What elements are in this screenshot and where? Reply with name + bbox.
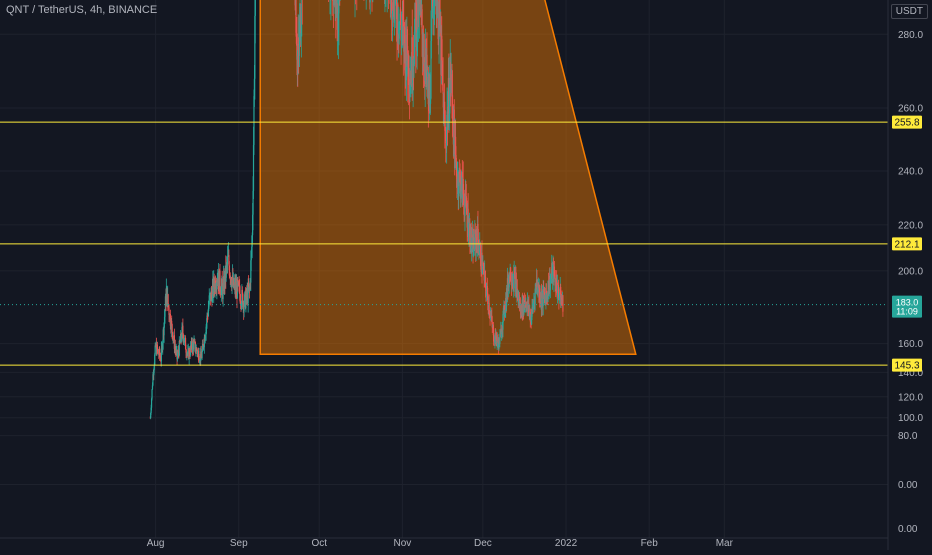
- x-tick-label: Sep: [230, 538, 248, 549]
- candle-body: [182, 326, 183, 335]
- x-tick-label: Feb: [641, 538, 659, 549]
- bar-countdown-label: 11:09: [896, 307, 918, 317]
- candle-body: [442, 84, 443, 93]
- candle-body: [172, 333, 173, 340]
- y-tick-label: 160.0: [898, 339, 923, 350]
- level-price-label: 255.8: [894, 118, 919, 129]
- x-tick-label: Oct: [311, 538, 327, 549]
- y-tick-label: 220.0: [898, 220, 923, 231]
- x-tick-label: Nov: [394, 538, 412, 549]
- candle-body: [154, 355, 155, 365]
- y-tick-label: 280.0: [898, 30, 923, 41]
- y-tick-label: 200.0: [898, 266, 923, 277]
- level-price-label: 212.1: [894, 239, 919, 250]
- candle-body: [562, 295, 563, 311]
- candle-body: [164, 311, 165, 317]
- y-tick-label: 260.0: [898, 104, 923, 115]
- candle-body: [255, 0, 256, 16]
- candle-body: [151, 389, 152, 398]
- candle-body: [499, 334, 500, 344]
- candle-body: [168, 294, 169, 304]
- candle-body: [172, 324, 173, 332]
- candle-body: [193, 342, 194, 350]
- level-price-label: 145.3: [894, 361, 919, 372]
- y-tick-label: 100.0: [898, 413, 923, 424]
- x-tick-label: Aug: [147, 538, 165, 549]
- y-tick-label: 0.00: [898, 480, 918, 491]
- x-axis[interactable]: Aug Sep Oct Nov Dec 2022 Feb Mar: [0, 538, 888, 549]
- x-tick-label: Mar: [716, 538, 734, 549]
- candle-body: [338, 0, 339, 13]
- y-tick-label: 240.0: [898, 167, 923, 178]
- triangle-layer[interactable]: [260, 0, 636, 354]
- y-tick-label: 80.0: [898, 431, 918, 442]
- currency-badge[interactable]: USDT: [891, 4, 928, 19]
- x-tick-label: 2022: [555, 538, 578, 549]
- y-tick-label: 0.00: [898, 524, 918, 535]
- candle-body: [333, 0, 334, 6]
- y-tick-label: 120.0: [898, 392, 923, 403]
- triangle-pattern[interactable]: [260, 0, 636, 354]
- candle-body: [219, 271, 220, 290]
- y-axis[interactable]: 0.0080.0100.0120.0140.0160.0200.0220.024…: [888, 0, 932, 550]
- candle-body: [487, 294, 488, 304]
- candle-body: [370, 0, 371, 2]
- candle-body: [202, 351, 203, 358]
- x-tick-label: Dec: [474, 538, 492, 549]
- candle-body: [227, 256, 228, 264]
- candle-body: [421, 9, 422, 34]
- candle-body: [454, 110, 455, 141]
- symbol-title: QNT / TetherUS, 4h, BINANCE: [6, 4, 157, 16]
